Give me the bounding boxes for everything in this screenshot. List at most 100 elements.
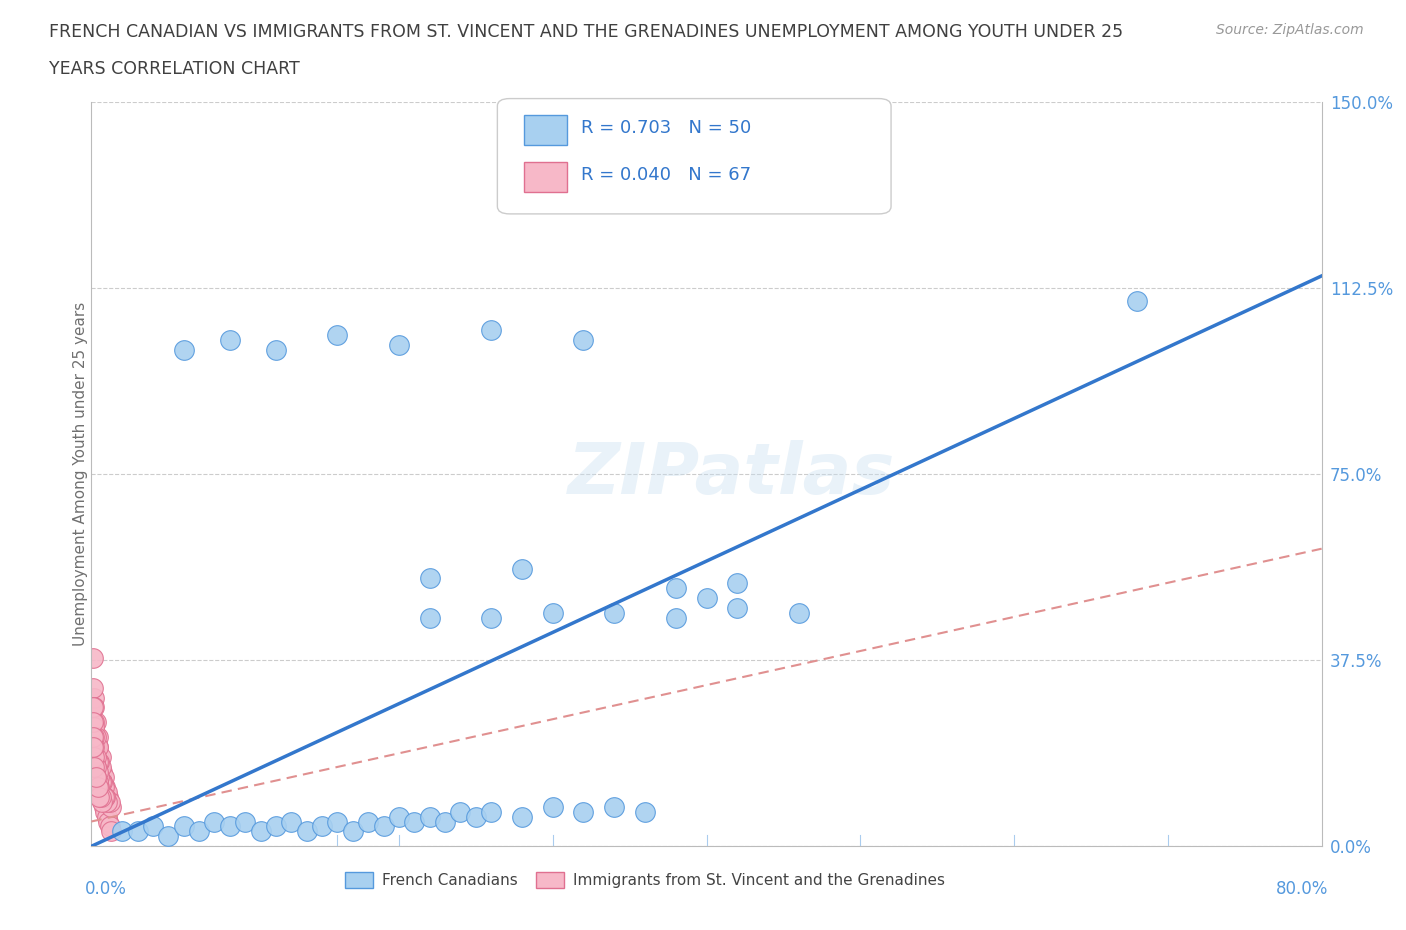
Point — [86, 739, 108, 754]
Point — [572, 804, 595, 819]
Point — [90, 779, 112, 794]
Point — [82, 730, 104, 745]
Point — [94, 790, 117, 804]
Point — [510, 809, 533, 824]
Point — [91, 775, 114, 790]
Point — [100, 799, 122, 814]
Point — [665, 581, 688, 596]
Point — [264, 819, 287, 834]
Text: ZIPatlas: ZIPatlas — [568, 440, 894, 509]
Text: YEARS CORRELATION CHART: YEARS CORRELATION CHART — [49, 60, 299, 78]
Point — [93, 799, 115, 814]
Point — [86, 769, 108, 784]
Point — [98, 819, 121, 834]
Point — [419, 571, 441, 586]
Point — [787, 605, 810, 620]
Point — [479, 611, 502, 626]
Point — [634, 804, 657, 819]
Legend: French Canadians, Immigrants from St. Vincent and the Grenadines: French Canadians, Immigrants from St. Vi… — [339, 866, 950, 895]
Point — [572, 333, 595, 348]
Point — [665, 611, 688, 626]
Point — [479, 804, 502, 819]
Point — [90, 775, 112, 790]
Point — [90, 760, 112, 775]
Point — [93, 779, 115, 794]
Point — [725, 576, 748, 591]
Point — [93, 790, 115, 804]
Point — [94, 779, 117, 794]
Point — [83, 720, 105, 735]
Point — [111, 824, 134, 839]
Point — [84, 760, 107, 775]
Point — [295, 824, 318, 839]
Point — [188, 824, 211, 839]
Point — [98, 794, 121, 809]
Text: R = 0.040   N = 67: R = 0.040 N = 67 — [581, 166, 751, 184]
Point — [83, 750, 105, 764]
Point — [83, 750, 105, 764]
Point — [419, 611, 441, 626]
Text: FRENCH CANADIAN VS IMMIGRANTS FROM ST. VINCENT AND THE GRENADINES UNEMPLOYMENT A: FRENCH CANADIAN VS IMMIGRANTS FROM ST. V… — [49, 23, 1123, 41]
Point — [91, 790, 114, 804]
Point — [603, 605, 626, 620]
Point — [725, 601, 748, 616]
Point — [280, 814, 302, 829]
Point — [97, 814, 120, 829]
Point — [218, 333, 240, 348]
Point — [464, 809, 486, 824]
Point — [510, 561, 533, 576]
Point — [86, 775, 108, 790]
Point — [326, 814, 349, 829]
Point — [434, 814, 457, 829]
Text: 0.0%: 0.0% — [86, 880, 127, 897]
Point — [90, 790, 112, 804]
Point — [96, 809, 118, 824]
Point — [404, 814, 426, 829]
Text: 80.0%: 80.0% — [1275, 880, 1327, 897]
Point — [373, 819, 395, 834]
Point — [388, 809, 411, 824]
Y-axis label: Unemployment Among Youth under 25 years: Unemployment Among Youth under 25 years — [73, 302, 87, 646]
Point — [90, 750, 112, 764]
Point — [82, 715, 104, 730]
Point — [91, 794, 114, 809]
Point — [127, 824, 149, 839]
Point — [326, 328, 349, 343]
Point — [87, 769, 110, 784]
Point — [173, 343, 195, 358]
Point — [249, 824, 271, 839]
Point — [84, 730, 107, 745]
Point — [82, 739, 104, 754]
Point — [94, 790, 117, 804]
Point — [82, 650, 104, 665]
Point — [479, 323, 502, 338]
FancyBboxPatch shape — [498, 99, 891, 214]
Point — [96, 784, 118, 799]
Point — [91, 764, 114, 779]
Point — [233, 814, 256, 829]
Point — [93, 769, 115, 784]
Point — [202, 814, 225, 829]
Point — [83, 690, 105, 705]
Point — [83, 715, 105, 730]
Point — [96, 794, 118, 809]
Text: Source: ZipAtlas.com: Source: ZipAtlas.com — [1216, 23, 1364, 37]
Point — [87, 750, 110, 764]
Point — [264, 343, 287, 358]
Point — [1126, 293, 1149, 308]
Point — [87, 764, 110, 779]
Point — [449, 804, 471, 819]
Point — [84, 750, 107, 764]
Point — [357, 814, 380, 829]
Point — [342, 824, 364, 839]
Point — [541, 799, 564, 814]
Point — [100, 824, 122, 839]
Point — [83, 739, 105, 754]
Point — [84, 769, 107, 784]
Point — [82, 680, 104, 695]
Point — [86, 764, 108, 779]
Point — [87, 760, 110, 775]
Point — [86, 754, 108, 769]
Text: R = 0.703   N = 50: R = 0.703 N = 50 — [581, 119, 751, 138]
Point — [91, 775, 114, 790]
